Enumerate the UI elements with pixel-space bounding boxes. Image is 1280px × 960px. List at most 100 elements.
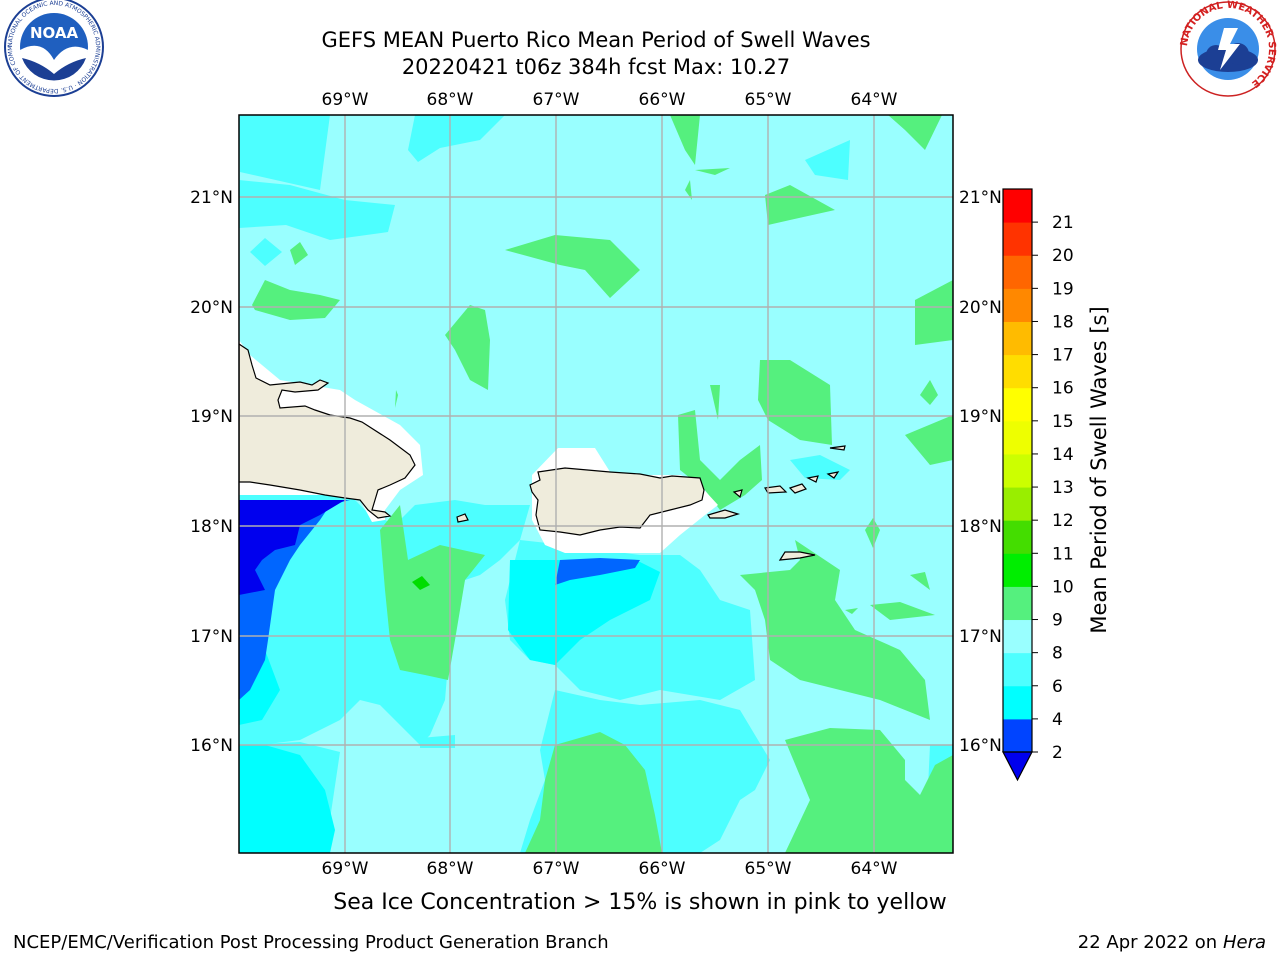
- colorbar-segment: [1003, 321, 1032, 356]
- chart-subtitle: 20220421 t06z 384h fcst Max: 10.27: [401, 55, 791, 79]
- puerto-rico-land: [529, 467, 705, 536]
- colorbar-segment: [1003, 354, 1032, 389]
- contour-9-10s: [710, 385, 720, 420]
- virgin-islands: [764, 485, 788, 494]
- contour-6-8s: [239, 180, 395, 240]
- colorbar-tick-label: 13: [1052, 478, 1074, 498]
- nws-logo: NATIONAL WEATHER SERVICE: [1179, 0, 1277, 97]
- lon-label: 66°W: [639, 90, 686, 110]
- contour-6-8s: [805, 140, 850, 180]
- contour-9-10s: [888, 115, 942, 150]
- lon-label: 67°W: [533, 859, 580, 879]
- colorbar-tick-label: 20: [1052, 246, 1074, 266]
- noaa-logo: NATIONAL OCEANIC AND ATMOSPHERIC ADMINIS…: [2, 0, 104, 97]
- contour-9-10s: [685, 180, 692, 200]
- contour-10-11s: [412, 576, 430, 590]
- contour-9-10s: [740, 540, 930, 720]
- footer-host: Hera: [1222, 932, 1266, 953]
- contour-4-6s: [508, 560, 660, 665]
- colorbar-tick-label: 2: [1052, 743, 1063, 763]
- colorbar-tick-label: 11: [1052, 544, 1074, 564]
- colorbar-tick-label: 15: [1052, 412, 1074, 432]
- colorbar-tick-label: 9: [1052, 611, 1063, 631]
- footer-date-text: 22 Apr 2022 on: [1077, 932, 1223, 953]
- hispaniola-land: [239, 343, 416, 519]
- contour-6-8s: [250, 238, 282, 266]
- lat-label: 19°N: [959, 407, 1002, 427]
- contour-9-10s: [670, 115, 700, 165]
- lat-label: 19°N: [190, 407, 233, 427]
- colorbar-tick-label: 19: [1052, 279, 1074, 299]
- colorbar-segment: [1003, 255, 1032, 289]
- lat-label: 21°N: [190, 188, 233, 208]
- map-frame: [238, 114, 954, 854]
- vieques-island: [707, 509, 741, 519]
- contour-9-10s: [870, 602, 935, 620]
- contour-9-10s: [915, 280, 953, 345]
- lon-label: 69°W: [322, 90, 369, 110]
- contour-9-10s: [525, 732, 662, 853]
- lon-labels-top: 69°W 68°W 67°W 66°W 65°W 64°W: [322, 90, 898, 110]
- colorbar-tick-label: 6: [1052, 677, 1063, 697]
- colorbar: 2 4 6 8 9 10 11 12 13 14 15 16 17 18 19 20 21: [1002, 188, 1074, 782]
- virgin-islands: [829, 445, 846, 451]
- lat-label: 17°N: [190, 627, 233, 647]
- lon-label: 69°W: [322, 859, 369, 879]
- st-croix-island: [778, 551, 816, 561]
- lat-label: 18°N: [959, 517, 1002, 537]
- colorbar-segment: [1003, 222, 1032, 256]
- colorbar-segment: [1003, 453, 1032, 488]
- contour-fields: [239, 115, 953, 853]
- contour-6-8s: [408, 115, 505, 162]
- lon-labels-bottom: 69°W 68°W 67°W 66°W 65°W 64°W: [322, 859, 898, 879]
- contour-9-10s: [252, 280, 340, 320]
- colorbar-segment: [1003, 685, 1032, 720]
- lat-label: 21°N: [959, 188, 1002, 208]
- contour-2-4s: [555, 558, 640, 585]
- lon-label: 68°W: [427, 859, 474, 879]
- colorbar-frame: [1002, 188, 1033, 753]
- contour-4-6s: [239, 745, 335, 853]
- lat-label: 17°N: [959, 627, 1002, 647]
- islet: [456, 513, 469, 523]
- lat-label: 18°N: [190, 517, 233, 537]
- colorbar-tick-label: 14: [1052, 445, 1074, 465]
- lat-labels-right: 21°N 20°N 19°N 18°N 17°N 16°N: [959, 188, 1002, 756]
- virgin-islands: [826, 471, 840, 479]
- colorbar-tick-label: 4: [1052, 710, 1063, 730]
- colorbar-label: Mean Period of Swell Waves [s]: [1087, 306, 1111, 633]
- culebra-island: [732, 489, 743, 499]
- colorbar-segment: [1003, 553, 1032, 587]
- contour-9-10s: [695, 168, 730, 175]
- colorbar-segment: [1003, 288, 1032, 322]
- colorbar-tick-label: 12: [1052, 511, 1074, 531]
- virgin-islands: [788, 483, 807, 494]
- colorbar-segment: [1003, 586, 1032, 621]
- lon-label: 67°W: [533, 90, 580, 110]
- colorbar-segment: [1003, 619, 1032, 654]
- contour-9-10s: [505, 235, 640, 298]
- lon-label: 64°W: [851, 90, 898, 110]
- colorbar-tick-label: 17: [1052, 346, 1074, 366]
- noaa-logo-text: NOAA: [30, 24, 79, 42]
- contour-9-10s: [758, 360, 832, 445]
- lat-label: 20°N: [190, 298, 233, 318]
- colorbar-segment: [1003, 189, 1032, 223]
- chart-title: GEFS MEAN Puerto Rico Mean Period of Swe…: [321, 28, 871, 52]
- lat-label: 16°N: [959, 736, 1002, 756]
- colorbar-tick-label: 21: [1052, 213, 1074, 233]
- colorbar-segment: [1003, 520, 1032, 554]
- colorbar-tick-label: 8: [1052, 644, 1063, 664]
- lat-label: 20°N: [959, 298, 1002, 318]
- contour-below-2s: [239, 500, 345, 595]
- lon-label: 65°W: [745, 90, 792, 110]
- contour-9-10s: [905, 415, 953, 465]
- contour-9-10s: [845, 608, 858, 614]
- colorbar-segment: [1003, 652, 1032, 687]
- lon-label: 65°W: [745, 859, 792, 879]
- colorbar-segment: [1003, 387, 1032, 422]
- footer-credit: NCEP/EMC/Verification Post Processing Pr…: [13, 932, 609, 953]
- contour-9-10s: [290, 242, 308, 265]
- lon-label: 68°W: [427, 90, 474, 110]
